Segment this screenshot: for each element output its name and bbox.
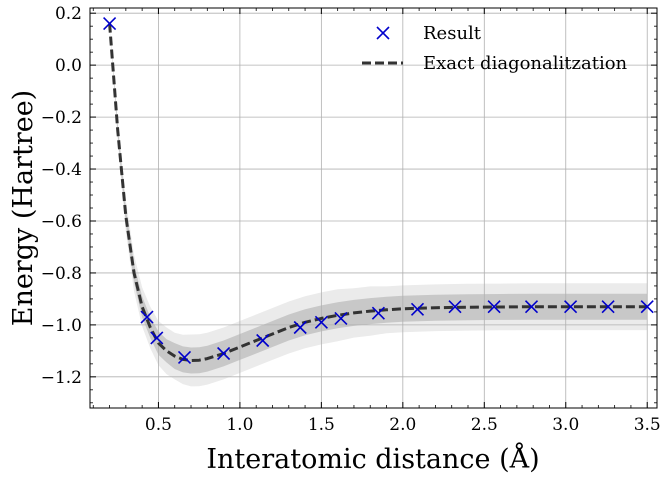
inner-band xyxy=(109,23,648,374)
result-point-stroke xyxy=(150,331,164,345)
result-point xyxy=(256,333,270,348)
result-point-stroke xyxy=(640,300,654,314)
result-point-stroke xyxy=(314,315,328,329)
result-point xyxy=(103,17,117,31)
result-point xyxy=(217,346,231,361)
result-point-stroke xyxy=(487,300,501,314)
x-axis-title: Interatomic distance (Å) xyxy=(206,442,539,475)
result-point xyxy=(334,311,348,325)
x-tick-label: 1.5 xyxy=(308,415,335,435)
result-point-stroke xyxy=(256,333,270,348)
result-point-stroke xyxy=(140,310,154,324)
result-point xyxy=(314,315,328,329)
y-tick-label: 0.0 xyxy=(55,56,82,76)
y-tick-label: −0.2 xyxy=(41,108,82,128)
x-tick-label: 2.5 xyxy=(471,415,498,435)
exact-line-layer xyxy=(108,23,648,362)
result-point-stroke xyxy=(524,300,539,314)
result-point xyxy=(448,300,462,314)
x-tick-label: 3.5 xyxy=(634,415,661,435)
result-point xyxy=(487,300,501,314)
result-point-stroke xyxy=(334,311,348,325)
y-tick-label: −0.8 xyxy=(41,264,82,284)
result-point xyxy=(150,331,164,345)
result-point-stroke xyxy=(410,302,425,316)
tick-labels: 0.5 1.0 1.5 2.0 2.5 3.0 3.5 0.2 0.0 −0.2 −0.4 −0.6 −… xyxy=(41,4,661,435)
x-tick-label: 2.0 xyxy=(389,415,416,435)
legend: Result Exact diagonalitzation xyxy=(362,23,628,74)
axis-ticks xyxy=(90,8,657,408)
result-point xyxy=(371,306,385,320)
outer-band xyxy=(109,23,648,387)
result-point xyxy=(410,302,425,316)
result-point xyxy=(140,310,154,324)
result-point-stroke xyxy=(448,300,462,314)
grid-lines xyxy=(90,8,657,408)
x-tick-label: 3.0 xyxy=(552,415,579,435)
result-point xyxy=(524,300,539,314)
uncertainty-bands xyxy=(109,23,648,387)
y-tick-label: −0.4 xyxy=(41,160,82,180)
result-point xyxy=(177,350,192,364)
exact-diagonalization-line xyxy=(108,23,648,362)
result-point xyxy=(640,300,654,314)
result-point-stroke xyxy=(371,306,385,320)
y-axis-title: Energy (Hartree) xyxy=(8,90,39,326)
legend-result-label: Result xyxy=(423,23,482,44)
x-tick-label: 1.0 xyxy=(226,415,253,435)
y-tick-label: −1.0 xyxy=(41,316,82,336)
result-point xyxy=(293,320,307,335)
result-point-stroke xyxy=(177,350,192,364)
y-tick-label: −0.6 xyxy=(41,212,82,232)
result-point xyxy=(564,300,578,314)
result-point-stroke xyxy=(564,300,578,314)
result-point-stroke xyxy=(103,17,117,31)
x-tick-label: 0.5 xyxy=(145,415,172,435)
result-markers xyxy=(103,17,654,364)
y-tick-label: 0.2 xyxy=(55,4,82,24)
result-point xyxy=(601,300,615,314)
result-point-stroke xyxy=(217,346,231,361)
legend-exact-label: Exact diagonalitzation xyxy=(423,53,628,74)
result-point-stroke xyxy=(601,300,615,314)
legend-result-marker xyxy=(376,26,390,40)
y-tick-label: −1.2 xyxy=(41,368,82,388)
result-point-stroke xyxy=(293,320,307,335)
